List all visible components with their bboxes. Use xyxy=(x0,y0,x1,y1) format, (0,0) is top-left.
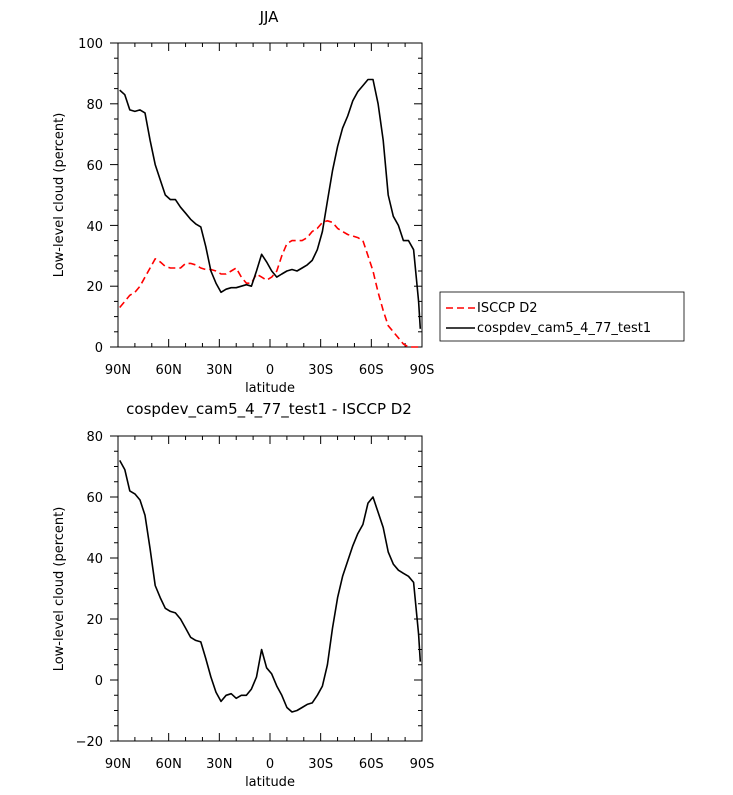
panel-bottom: cospdev_cam5_4_77_test1 - ISCCP D2 −20 0… xyxy=(52,400,434,790)
panel-bottom-lines xyxy=(119,460,422,713)
panel-top-xtick-label: 60N xyxy=(156,363,182,378)
panel-top-xtick-label: 60S xyxy=(359,363,384,378)
panel-bottom-ylabel: Low-level cloud (percent) xyxy=(52,507,67,672)
panel-top-xtick-label: 90S xyxy=(410,363,435,378)
panel-bottom-ytick-label: 40 xyxy=(86,552,103,567)
panel-bottom-frame xyxy=(117,435,423,742)
panel-bottom-xtick-label: 60N xyxy=(156,757,182,772)
panel-top-ytick-label: 80 xyxy=(86,98,103,113)
panel-bottom-ytick-label: 60 xyxy=(86,491,103,506)
panel-top-xtick-label: 0 xyxy=(266,363,274,378)
panel-top-ytick-label: 60 xyxy=(86,159,103,174)
panel-top-xlabel: latitude xyxy=(245,381,295,396)
panel-top-ticks xyxy=(110,42,423,348)
panel-bottom-ytick-label: 80 xyxy=(86,430,103,445)
panel-top-xtick-label: 30S xyxy=(308,363,333,378)
legend-label-cospdev: cospdev_cam5_4_77_test1 xyxy=(477,321,651,336)
legend-box xyxy=(439,291,685,342)
panel-top-ytick-label: 0 xyxy=(95,341,103,356)
panel-bottom-xtick-label: 0 xyxy=(266,757,274,772)
panel-bottom-ytick-label: −20 xyxy=(76,735,103,750)
panel-top-series-line-1 xyxy=(119,78,422,329)
panel-bottom-series-line-0 xyxy=(119,460,422,713)
panel-bottom-xlabel: latitude xyxy=(245,775,295,790)
panel-top-xtick-label: 30N xyxy=(206,363,232,378)
panel-top-series-line-0 xyxy=(119,220,421,348)
panel-top: JJA 0 20 40 60 80 100 90N 60N 30N 0 30S … xyxy=(52,8,685,396)
panel-bottom-xtick-label: 60S xyxy=(359,757,384,772)
panel-top-xtick-label: 90N xyxy=(105,363,131,378)
panel-bottom-xtick-label: 90S xyxy=(410,757,435,772)
panel-bottom-xtick-label: 90N xyxy=(105,757,131,772)
panel-top-frame xyxy=(117,42,423,348)
panel-top-ylabel: Low-level cloud (percent) xyxy=(52,113,67,278)
panel-bottom-xtick-label: 30N xyxy=(206,757,232,772)
panel-bottom-title: cospdev_cam5_4_77_test1 - ISCCP D2 xyxy=(126,400,412,419)
panel-bottom-ytick-label: 20 xyxy=(86,613,103,628)
panel-top-ytick-label: 100 xyxy=(78,37,103,52)
legend: ISCCP D2 cospdev_cam5_4_77_test1 xyxy=(439,291,685,342)
panel-bottom-xtick-label: 30S xyxy=(308,757,333,772)
panel-bottom-ytick-label: 0 xyxy=(95,674,103,689)
panel-top-ytick-label: 20 xyxy=(86,280,103,295)
panel-top-title: JJA xyxy=(259,8,280,26)
legend-label-isccp: ISCCP D2 xyxy=(477,301,538,316)
panel-bottom-ticks xyxy=(110,435,423,742)
panel-top-ytick-label: 40 xyxy=(86,220,103,235)
panel-top-lines xyxy=(119,78,422,348)
